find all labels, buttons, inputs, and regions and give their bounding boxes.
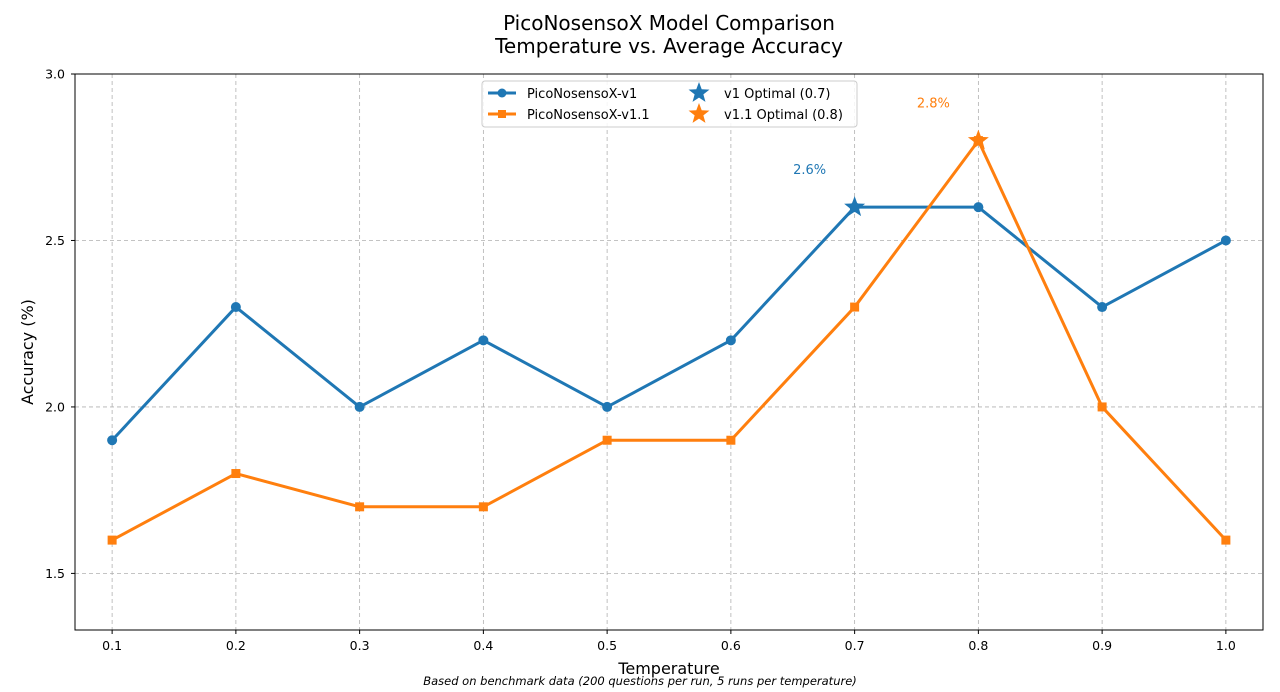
data-point-0 xyxy=(107,435,118,446)
data-point-1 xyxy=(107,535,117,545)
x-tick-label: 0.1 xyxy=(102,638,122,653)
y-axis-label: Accuracy (%) xyxy=(18,299,37,405)
optimal-annotation: 2.8% xyxy=(917,97,950,112)
data-point-1 xyxy=(1097,402,1107,412)
x-tick-label: 0.9 xyxy=(1092,638,1112,653)
data-point-1 xyxy=(850,302,860,312)
legend-label-v1-1: PicoNosensoX-v1.1 xyxy=(527,108,650,123)
x-tick-label: 0.4 xyxy=(473,638,493,653)
y-tick-label: 3.0 xyxy=(45,67,65,82)
legend-box xyxy=(481,80,858,128)
x-tick-label: 0.3 xyxy=(350,638,370,653)
y-tick-label: 2.5 xyxy=(45,233,65,248)
series-group xyxy=(107,136,1231,545)
legend-entry-v1: PicoNosensoX-v1 xyxy=(488,87,637,102)
data-point-0 xyxy=(973,202,984,213)
legend-marker-v1-1 xyxy=(498,110,506,118)
y-tick-label: 2.0 xyxy=(45,399,65,414)
data-point-1 xyxy=(478,502,488,512)
x-tick-label: 0.2 xyxy=(226,638,246,653)
legend-entry-v1-optimal: v1 Optimal (0.7) xyxy=(688,82,830,102)
data-point-0 xyxy=(354,401,365,412)
series-line-1 xyxy=(111,139,1227,542)
legend-entry-v1-1: PicoNosensoX-v1.1 xyxy=(488,108,650,123)
legend-star-v1-icon xyxy=(688,82,710,102)
x-tick-label: 0.6 xyxy=(721,638,741,653)
legend-entry-v1-1-optimal: v1.1 Optimal (0.8) xyxy=(688,103,843,123)
data-point-0 xyxy=(725,335,736,346)
optimal-markers: 2.6% 2.8% xyxy=(793,97,989,217)
grid xyxy=(75,73,1263,630)
data-point-1 xyxy=(602,435,612,445)
data-point-1 xyxy=(231,469,241,479)
plot-area-frame xyxy=(74,73,1264,631)
optimal-annotation: 2.6% xyxy=(793,163,826,178)
y-axis-ticks: 1.5 2.0 2.5 3.0 xyxy=(45,67,75,581)
x-tick-label: 0.5 xyxy=(597,638,617,653)
legend: PicoNosensoX-v1 PicoNosensoX-v1.1 v1 Opt… xyxy=(481,80,858,128)
y-tick-label: 1.5 xyxy=(45,566,65,581)
chart-title: PicoNosensoX Model Comparison xyxy=(503,11,835,35)
series-line-0 xyxy=(111,205,1227,442)
x-tick-label: 0.8 xyxy=(968,638,988,653)
legend-label-v1: PicoNosensoX-v1 xyxy=(527,87,637,102)
data-point-1 xyxy=(355,502,365,512)
x-tick-label: 0.7 xyxy=(845,638,865,653)
x-axis-label: Temperature xyxy=(617,659,719,678)
legend-label-v1-optimal: v1 Optimal (0.7) xyxy=(724,87,830,102)
optimal-star-marker xyxy=(844,196,866,217)
data-point-1 xyxy=(1221,535,1231,545)
legend-star-v1-1-icon xyxy=(688,103,710,123)
x-axis-ticks: 0.1 0.2 0.3 0.4 0.5 0.6 0.7 0.8 0.9 1.0 xyxy=(102,630,1236,653)
legend-marker-v1 xyxy=(497,88,507,98)
data-point-0 xyxy=(1097,302,1108,313)
data-point-0 xyxy=(478,335,489,346)
footnote: Based on benchmark data (200 questions p… xyxy=(423,674,857,688)
legend-label-v1-1-optimal: v1.1 Optimal (0.8) xyxy=(724,108,843,123)
x-tick-label: 1.0 xyxy=(1216,638,1236,653)
data-point-0 xyxy=(230,302,241,313)
data-point-0 xyxy=(1220,235,1231,246)
data-point-1 xyxy=(726,435,736,445)
data-point-0 xyxy=(602,401,613,412)
optimal-star-marker xyxy=(967,129,989,150)
chart-subtitle: Temperature vs. Average Accuracy xyxy=(494,34,843,58)
